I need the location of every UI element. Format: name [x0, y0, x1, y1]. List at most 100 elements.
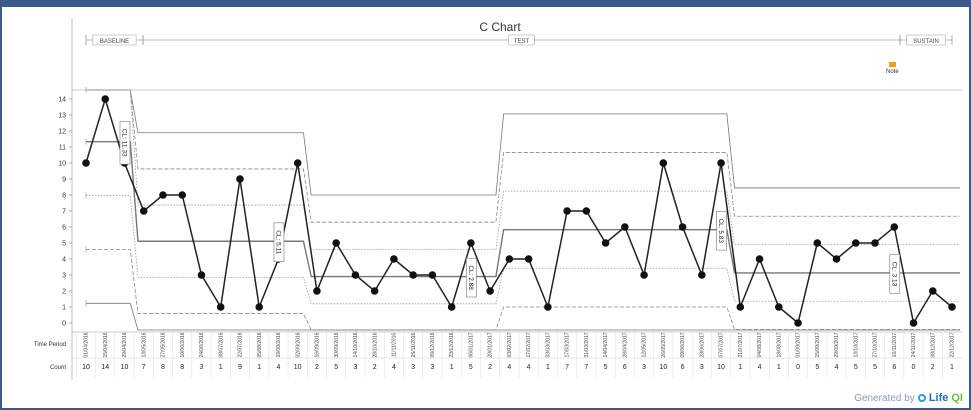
data-point — [736, 303, 745, 311]
time-period-label: 18/08/2017 — [776, 332, 782, 357]
data-point — [851, 239, 860, 247]
data-point — [428, 271, 437, 279]
cl-label-box — [716, 211, 727, 251]
data-point — [370, 287, 379, 295]
count-value: 3 — [700, 364, 704, 371]
data-point — [293, 159, 302, 167]
count-value: 8 — [180, 364, 184, 371]
count-value: 7 — [584, 364, 588, 371]
data-point — [871, 239, 879, 247]
time-period-label: 25/11/2016 — [411, 332, 417, 357]
limit-line-cl — [86, 141, 960, 278]
lifeqi-logo-icon — [917, 394, 926, 402]
time-period-label: 10/11/2017 — [892, 332, 898, 357]
time-period-label: 11/11/2016 — [392, 333, 398, 358]
cl-label-box — [466, 257, 477, 298]
limit-line-lsl — [86, 195, 960, 305]
footer-generated-text: Generated by — [854, 392, 915, 404]
data-point — [948, 303, 956, 311]
footer-brand: Life — [928, 392, 949, 404]
legend-note-label: Note — [886, 69, 899, 75]
count-value: 5 — [873, 364, 877, 371]
data-point — [101, 95, 110, 103]
limit-line-uwl — [86, 89, 960, 223]
cl-label-text: CL: 5.83 — [717, 218, 724, 243]
phase-label-box — [508, 34, 535, 46]
count-value: 3 — [200, 364, 204, 371]
count-value: 8 — [161, 364, 165, 371]
phase-label-box — [906, 34, 946, 46]
y-tick-label: 10 — [58, 161, 66, 168]
time-period-label: 27/05/2016 — [161, 332, 167, 357]
time-period-label: 06/01/2017 — [468, 332, 474, 357]
data-point — [640, 271, 648, 279]
count-value: 3 — [430, 364, 434, 371]
time-period-label: 13/10/2017 — [853, 332, 859, 357]
footer-credit[interactable]: Generated by Life QI — [854, 392, 963, 404]
count-value: 1 — [777, 364, 781, 371]
time-period-label: 10/06/2016 — [180, 332, 186, 357]
time-period-label: 22/07/2016 — [238, 332, 244, 357]
time-period-label: 14/04/2017 — [603, 332, 609, 357]
data-point — [447, 303, 456, 311]
time-period-label: 03/03/2017 — [545, 332, 551, 357]
count-value: 3 — [353, 364, 357, 371]
time-period-label: 04/08/2017 — [757, 332, 763, 357]
data-point — [409, 271, 417, 279]
legend-note-swatch — [889, 62, 896, 67]
y-tick-label: 13 — [58, 113, 66, 120]
count-value: 1 — [546, 364, 550, 371]
time-period-label: 29/04/2016 — [122, 332, 128, 357]
footer-brand-suffix: QI — [951, 392, 963, 404]
cl-label-box — [119, 120, 131, 165]
data-point — [601, 239, 610, 247]
data-series-line — [85, 96, 953, 326]
time-period-label: 08/07/2016 — [218, 332, 224, 357]
time-period-label: 27/10/2017 — [873, 332, 879, 357]
time-period-label: 15/09/2017 — [815, 332, 821, 357]
time-period-label: 01/09/2017 — [796, 332, 802, 357]
data-point — [909, 319, 918, 327]
data-point — [236, 175, 244, 183]
time-period-label: 21/07/2017 — [738, 332, 744, 357]
cl-label-text: CL: 2.88 — [467, 265, 474, 290]
time-period-label: 29/09/2017 — [834, 332, 840, 357]
count-value: 14 — [101, 364, 109, 371]
data-point — [82, 159, 90, 167]
data-point — [832, 255, 841, 263]
data-point — [197, 271, 206, 279]
time-period-label: 15/04/2016 — [103, 332, 109, 357]
data-point — [351, 271, 360, 279]
y-tick-label: 4 — [62, 257, 66, 264]
data-point — [486, 287, 494, 295]
y-tick-label: 1 — [62, 305, 66, 312]
data-point — [698, 271, 706, 279]
count-value: 6 — [892, 364, 896, 371]
time-period-label: 28/04/2017 — [622, 332, 628, 357]
count-value: 3 — [411, 364, 415, 371]
time-period-label: 08/12/2017 — [930, 332, 936, 357]
count-value: 6 — [623, 364, 627, 371]
time-period-label: 01/04/2016 — [84, 332, 90, 357]
cl-label-text: CL: 3.13 — [890, 262, 897, 287]
y-tick-label: 3 — [62, 273, 66, 280]
data-point — [775, 303, 783, 311]
time-period-label: 17/02/2017 — [526, 332, 532, 357]
count-value: 1 — [257, 364, 261, 371]
time-period-label: 31/03/2017 — [584, 332, 590, 357]
cl-label-box — [889, 254, 901, 294]
count-value: 2 — [373, 364, 377, 371]
phase-label-box — [92, 34, 137, 46]
data-point — [390, 255, 398, 263]
data-point — [678, 223, 687, 231]
time-period-label: 22/12/2017 — [950, 332, 956, 357]
count-value: 5 — [604, 364, 608, 371]
phase-label: TEST — [514, 39, 530, 45]
cl-label: CL: 2.88 — [466, 257, 477, 298]
cl-label-box — [273, 222, 285, 262]
limit-line-lcl — [86, 302, 960, 331]
data-point — [178, 191, 187, 199]
data-point — [505, 255, 514, 263]
y-tick-label: 0 — [62, 321, 66, 328]
